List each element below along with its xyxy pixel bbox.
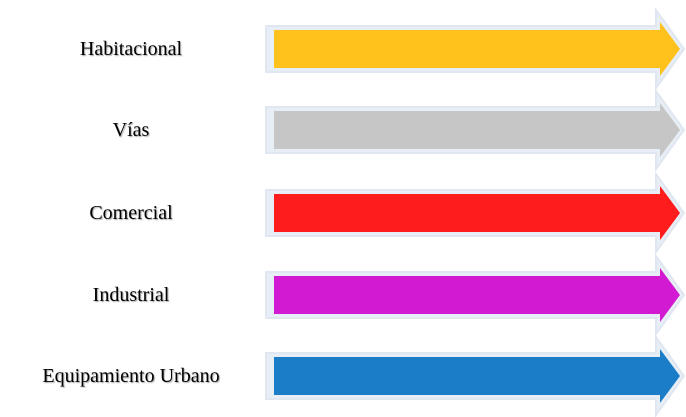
legend-label: Comercial [89, 201, 173, 224]
arrow-shape [265, 89, 686, 171]
arrow-shape [265, 172, 686, 254]
legend-row-equipamiento-urbano: Equipamiento Urbano [0, 335, 686, 417]
legend-row-industrial: Industrial [0, 254, 686, 336]
legend-label: Equipamiento Urbano [42, 364, 220, 387]
legend-row-comercial: Comercial [0, 172, 686, 254]
legend-label: Industrial [92, 283, 170, 306]
legend-arrow [264, 8, 686, 90]
arrow-shape [265, 335, 686, 417]
legend-label: Vías [112, 118, 150, 141]
legend-row-vias: Vías [0, 89, 686, 171]
legend-label: Habitacional [79, 37, 183, 60]
legend-arrow [264, 172, 686, 254]
legend-arrow [264, 89, 686, 171]
arrow-shape [265, 254, 686, 336]
legend-arrow [264, 335, 686, 417]
legend-row-habitacional: Habitacional [0, 8, 686, 90]
legend-arrow [264, 254, 686, 336]
arrow-shape [265, 8, 686, 90]
